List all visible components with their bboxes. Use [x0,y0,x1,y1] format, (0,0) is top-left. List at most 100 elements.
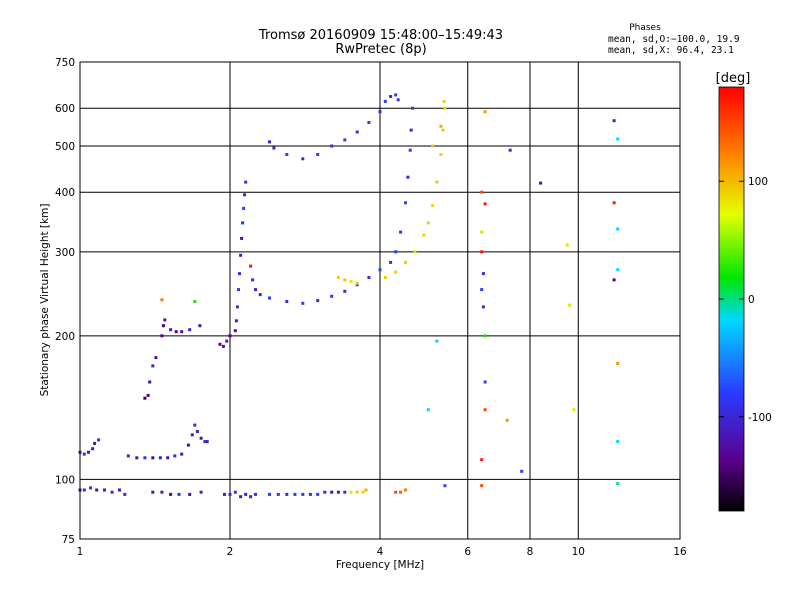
data-point [568,303,571,307]
data-point [82,452,86,456]
data-point [103,488,106,492]
data-point [316,492,320,496]
data-point [233,329,237,333]
data-point [160,490,164,494]
data-point [285,153,289,156]
data-point [193,423,197,427]
data-point [396,98,400,102]
data-point [367,276,371,279]
data-point [413,250,417,254]
data-point [336,276,340,279]
colorbar-tick-label: 100 [748,176,768,188]
y-tick-label: 600 [55,103,75,115]
data-point [254,492,257,496]
data-point [148,380,152,384]
data-point [244,492,248,496]
x-tick-label: 16 [673,546,687,558]
data-point [480,288,484,292]
data-point [409,128,413,132]
data-point [89,486,93,490]
data-point [539,181,543,185]
data-point [126,454,130,458]
data-point [616,268,620,272]
data-point [404,488,407,492]
x-axis-label: Frequency [MHz] [336,559,424,571]
data-point [254,288,257,292]
data-point [238,272,241,276]
y-tick-label: 200 [55,331,75,343]
data-point [435,339,439,343]
data-point [268,140,271,144]
data-point [203,440,207,444]
data-point [93,441,97,445]
data-point [480,250,484,254]
data-point [198,324,202,328]
data-point [505,418,509,422]
data-point [158,456,162,460]
data-point [285,300,289,303]
y-tick-label: 500 [55,141,75,153]
data-point [483,110,487,114]
data-point [435,180,439,184]
data-point [411,106,415,110]
data-point [483,334,487,338]
data-point [378,110,382,114]
data-point [442,99,446,103]
data-point [180,452,184,456]
data-point [146,393,150,397]
data-point [228,492,232,496]
data-point [110,490,114,494]
data-point [349,280,353,283]
y-tick-label: 400 [55,187,75,199]
data-point [481,305,485,309]
data-point [174,330,178,334]
data-point [572,408,576,412]
data-point [378,268,382,272]
x-axis-ticks: 1 2 4 6 8 10 16 [77,546,687,558]
data-point [188,328,192,332]
data-point [330,490,334,494]
data-point [330,294,334,298]
data-point [169,328,173,332]
data-point [199,436,203,440]
data-point [163,318,167,322]
x-tick-label: 2 [227,546,234,558]
y-tick-label: 300 [55,247,75,259]
data-point [355,283,359,287]
y-axis-label: Stationary phase Virtual Height [km] [39,204,51,397]
data-point [235,305,239,309]
data-point [483,202,487,206]
data-point [481,272,485,276]
data-point [169,492,173,496]
x-tick-label: 6 [464,546,471,558]
data-point [180,330,184,334]
data-point [364,488,368,492]
data-point [293,492,297,496]
data-point [343,278,347,282]
colorbar-tick-label: 0 [748,294,755,306]
colorbar-tick-label: -100 [748,412,772,424]
data-point [426,221,430,225]
data-point [276,492,280,496]
data-point [343,490,347,494]
data-point [404,201,407,205]
data-point [218,342,222,346]
data-point [285,492,289,496]
data-point [483,408,487,412]
y-axis-ticks: 75 100 200 300 400 500 600 750 [55,57,75,546]
data-point [91,447,95,451]
y-tick-label: 750 [55,57,75,69]
data-point [355,130,359,134]
data-point [612,278,616,282]
data-point [408,148,412,152]
data-point [239,253,243,257]
colorbar-label: [deg] [716,71,751,86]
data-point [394,93,398,97]
data-point [480,230,484,234]
data-point [237,288,240,292]
data-point [221,344,225,348]
data-point [612,201,616,205]
data-point [616,227,620,231]
data-point [399,230,403,234]
data-point [336,490,340,494]
